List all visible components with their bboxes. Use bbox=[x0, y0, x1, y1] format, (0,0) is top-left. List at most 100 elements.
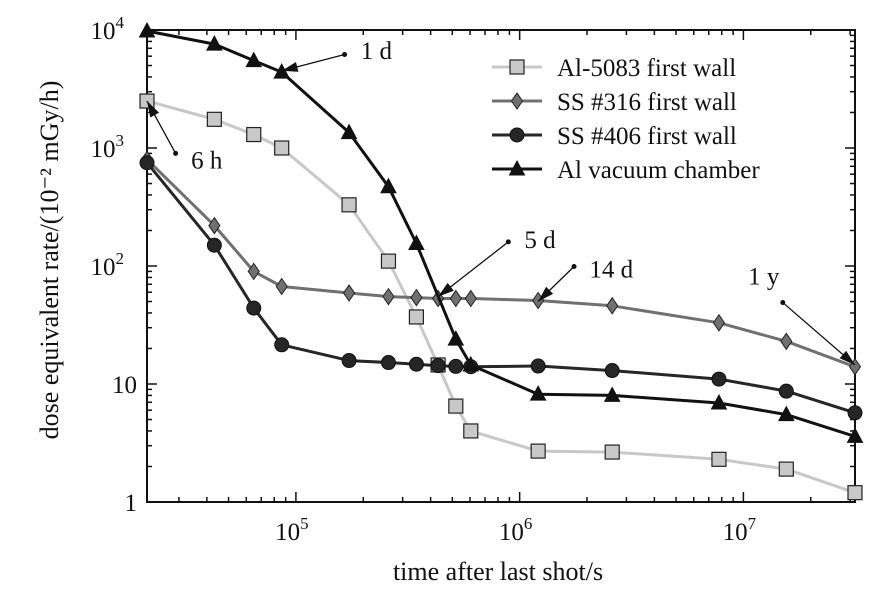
annotation-label: 1 d bbox=[361, 38, 393, 65]
data-point bbox=[342, 284, 356, 302]
x-tick-label-base: 10 bbox=[723, 519, 748, 546]
data-point bbox=[603, 386, 621, 402]
series-line bbox=[146, 29, 856, 438]
x-tick-label-exp: 5 bbox=[300, 514, 309, 533]
data-point bbox=[246, 300, 262, 316]
annotation-1: 1 d bbox=[281, 38, 393, 72]
y-tick-label: 103 bbox=[91, 131, 125, 163]
data-point bbox=[247, 262, 260, 281]
legend-marker bbox=[509, 127, 525, 143]
data-point bbox=[206, 237, 222, 253]
data-point bbox=[408, 356, 424, 372]
data-point bbox=[245, 51, 263, 68]
annotation-label: 5 d bbox=[524, 227, 556, 254]
data-point bbox=[206, 111, 222, 127]
x-tick-label: 106 bbox=[499, 514, 533, 546]
series-layer bbox=[138, 21, 864, 501]
y-tick-label-exp: 4 bbox=[116, 13, 125, 32]
annotation-label: 1 y bbox=[748, 264, 780, 291]
data-point bbox=[464, 289, 477, 308]
data-point bbox=[208, 216, 221, 235]
legend-item-3: Al vacuum chamber bbox=[492, 157, 760, 184]
annotation-label: 14 d bbox=[589, 257, 633, 284]
annotations: 6 h 1 d 5 d 14 d 1 y bbox=[146, 38, 856, 366]
data-point bbox=[604, 363, 620, 379]
y-tick-label-base: 10 bbox=[112, 372, 137, 399]
y-tick-label: 1 bbox=[125, 490, 138, 517]
annotation-label: 6 h bbox=[191, 147, 223, 174]
data-point bbox=[448, 358, 464, 374]
data-point bbox=[712, 313, 726, 332]
data-point bbox=[449, 289, 462, 308]
annotation-4: 1 y bbox=[748, 264, 856, 366]
y-axis-label: dose equivalent rate/(10⁻² mGy/h) bbox=[35, 81, 64, 440]
annotation-arrowhead bbox=[281, 62, 299, 72]
data-point bbox=[275, 277, 288, 296]
data-point bbox=[410, 288, 423, 307]
data-point bbox=[246, 126, 262, 143]
data-point bbox=[529, 385, 547, 401]
series-3 bbox=[138, 21, 864, 443]
data-point bbox=[274, 140, 290, 156]
data-point bbox=[710, 393, 728, 410]
x-tick-label-exp: 7 bbox=[748, 514, 757, 533]
x-tick-label: 107 bbox=[723, 514, 757, 546]
data-point bbox=[847, 485, 863, 501]
data-point bbox=[380, 355, 396, 371]
y-tick-label-base: 1 bbox=[125, 490, 138, 517]
legend: Al-5083 first wall SS #316 first wall SS #… bbox=[492, 55, 760, 184]
x-tick-label: 105 bbox=[275, 514, 309, 546]
data-point bbox=[380, 253, 397, 269]
annotation-arrowhead bbox=[839, 350, 855, 365]
legend-item-1: SS #316 first wall bbox=[492, 89, 737, 116]
legend-label: SS #316 first wall bbox=[557, 89, 737, 116]
data-point bbox=[606, 296, 619, 315]
legend-marker bbox=[509, 59, 525, 75]
data-point bbox=[448, 398, 464, 414]
legend-item-2: SS #406 first wall bbox=[492, 123, 737, 150]
data-point bbox=[341, 353, 357, 369]
x-tick-label-base: 10 bbox=[275, 519, 300, 546]
data-point bbox=[777, 405, 795, 422]
data-point bbox=[341, 197, 357, 213]
data-point bbox=[206, 35, 223, 51]
data-point bbox=[380, 177, 397, 194]
data-point bbox=[711, 371, 727, 387]
data-point bbox=[340, 123, 358, 140]
data-point bbox=[530, 443, 546, 459]
data-point bbox=[463, 423, 479, 439]
data-point bbox=[139, 155, 155, 171]
y-tick-label-base: 10 bbox=[91, 254, 116, 281]
data-point bbox=[462, 355, 480, 372]
data-point bbox=[846, 427, 864, 443]
y-tick-label: 10 bbox=[112, 372, 137, 399]
data-point bbox=[430, 358, 446, 374]
legend-marker bbox=[510, 92, 524, 110]
legend-marker bbox=[508, 159, 526, 176]
legend-label: SS #406 first wall bbox=[557, 123, 737, 150]
legend-item-0: Al-5083 first wall bbox=[492, 55, 736, 82]
x-tick-label-exp: 6 bbox=[524, 514, 533, 533]
data-point bbox=[778, 461, 794, 477]
y-tick-label-base: 10 bbox=[91, 18, 116, 45]
data-point bbox=[711, 451, 727, 467]
x-tick-label-base: 10 bbox=[499, 519, 524, 546]
data-point bbox=[408, 309, 425, 325]
y-tick-label-exp: 2 bbox=[116, 249, 125, 268]
data-point bbox=[274, 337, 290, 353]
data-point bbox=[447, 330, 465, 346]
legend-label: Al vacuum chamber bbox=[557, 157, 760, 184]
x-axis-label: time after last shot/s bbox=[393, 557, 603, 586]
y-tick-label-exp: 3 bbox=[116, 131, 125, 150]
annotation-arrowhead bbox=[438, 282, 454, 297]
y-tick-label-base: 10 bbox=[91, 136, 116, 163]
annotation-3: 14 d bbox=[537, 257, 634, 302]
data-point bbox=[530, 358, 546, 374]
data-point bbox=[382, 287, 395, 306]
annotation-arrowhead bbox=[538, 286, 554, 302]
data-point bbox=[780, 332, 793, 351]
annotation-0: 6 h bbox=[146, 100, 223, 174]
data-point bbox=[778, 383, 794, 399]
